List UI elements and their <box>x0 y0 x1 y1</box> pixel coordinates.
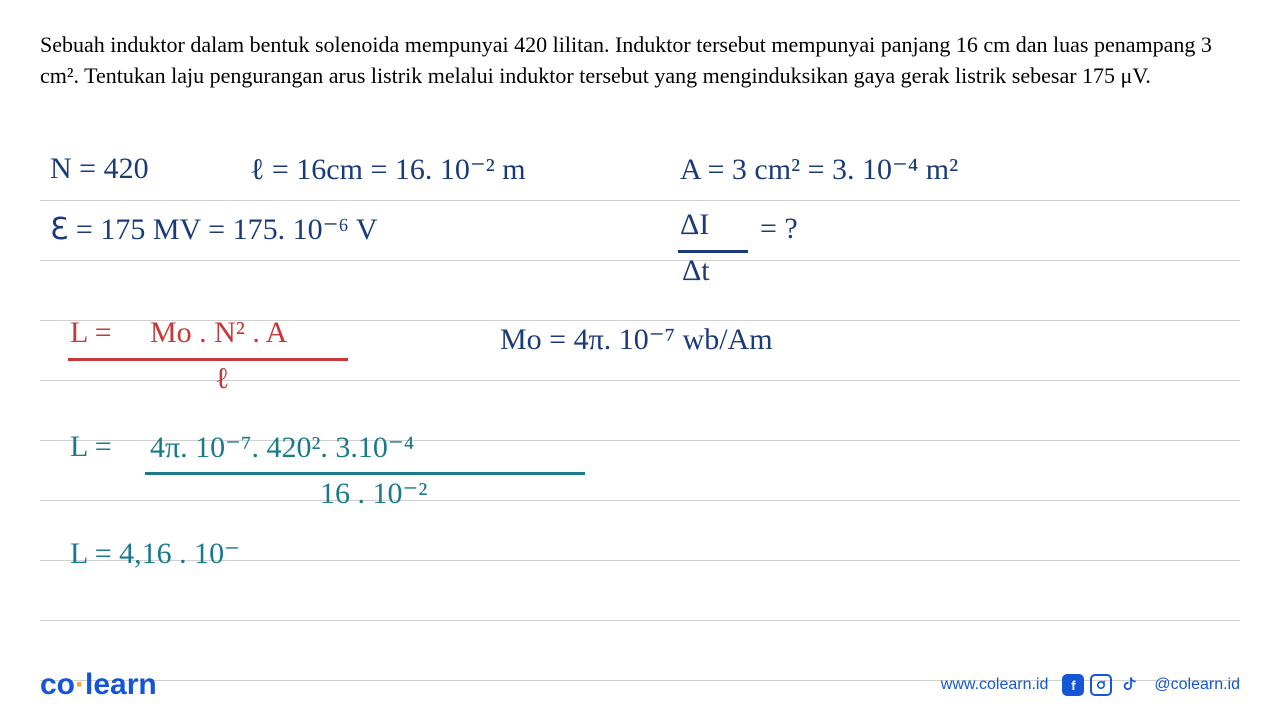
footer-right: www.colearn.id f @colearn.id <box>941 674 1240 696</box>
calc-L-result: L = 4,16 . 10⁻ <box>70 536 240 571</box>
formula-L-numerator: Mo . N² . A <box>150 316 287 350</box>
given-emf: ℇ = 175 MV = 175. 10⁻⁶ V <box>50 212 377 247</box>
logo-part1: co <box>40 668 75 701</box>
given-N: N = 420 <box>50 152 149 186</box>
tiktok-icon[interactable] <box>1118 674 1140 696</box>
unknown-equals: = ? <box>760 212 798 246</box>
ruled-line <box>40 200 1240 201</box>
facebook-icon[interactable]: f <box>1062 674 1084 696</box>
formula-L-denominator: ℓ <box>215 362 229 396</box>
calc-L-denominator: 16 . 10⁻² <box>320 476 427 511</box>
formula-L-lhs: L = <box>70 316 112 350</box>
website-link[interactable]: www.colearn.id <box>941 676 1049 694</box>
calc-L-numerator: 4π. 10⁻⁷. 420². 3.10⁻⁴ <box>150 430 414 465</box>
unknown-numerator: ΔI <box>680 208 709 242</box>
social-icons: f <box>1062 674 1140 696</box>
calc-L-lhs: L = <box>70 430 112 464</box>
ruled-line <box>40 260 1240 261</box>
ruled-line <box>40 500 1240 501</box>
ruled-line <box>40 620 1240 621</box>
unknown-fraction-line <box>678 250 748 253</box>
instagram-icon[interactable] <box>1090 674 1112 696</box>
social-handle[interactable]: @colearn.id <box>1154 676 1240 694</box>
brand-logo: co·learn <box>40 668 157 702</box>
footer: co·learn www.colearn.id f @colearn.id <box>40 668 1240 702</box>
mu0-value: Mo = 4π. 10⁻⁷ wb/Am <box>500 322 773 357</box>
notebook-workspace: N = 420 ℓ = 16cm = 16. 10⁻² m A = 3 cm² … <box>40 140 1240 640</box>
given-area: A = 3 cm² = 3. 10⁻⁴ m² <box>680 152 958 187</box>
given-length: ℓ = 16cm = 16. 10⁻² m <box>250 152 526 187</box>
logo-dot: · <box>75 668 85 701</box>
formula-L-fraction-line <box>68 358 348 361</box>
calc-L-fraction-line <box>145 472 585 475</box>
unknown-denominator: Δt <box>682 254 710 288</box>
logo-part2: learn <box>85 668 157 701</box>
problem-statement: Sebuah induktor dalam bentuk solenoida m… <box>40 30 1240 92</box>
